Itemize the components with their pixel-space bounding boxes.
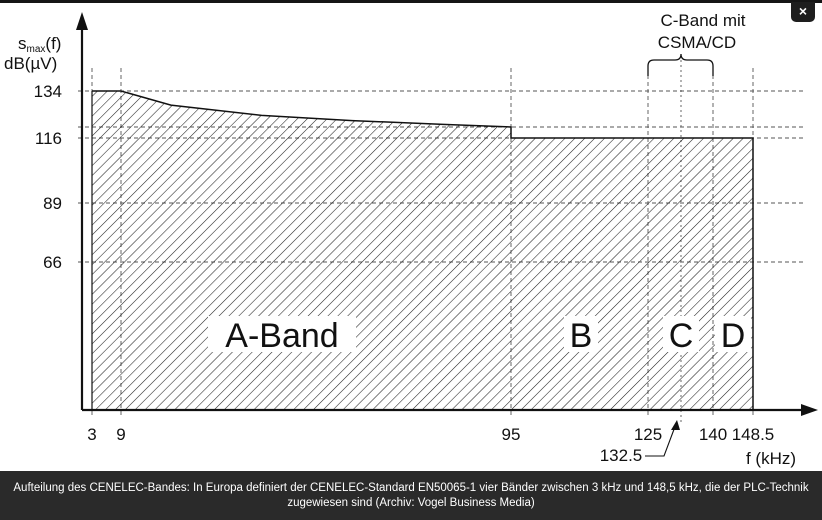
tick-132-5-arrowhead <box>671 420 680 430</box>
band-label: B <box>570 317 593 355</box>
image-caption: Aufteilung des CENELEC-Bandes: In Europa… <box>0 471 822 520</box>
band-label: D <box>721 317 746 355</box>
band-label-bg <box>564 316 598 352</box>
c-band-note-line2: CSMA/CD <box>658 33 736 52</box>
close-button[interactable]: × <box>791 2 815 22</box>
x-tick-labels: 3 9 95 125 140 148.5 f (kHz) <box>87 425 796 468</box>
y-axis-label: smax(f) <box>18 34 61 55</box>
y-tick-label: 116 <box>35 129 62 148</box>
band-label: A-Band <box>225 317 338 355</box>
x-tick-label: 95 <box>502 425 521 444</box>
limit-area-fill <box>92 91 753 410</box>
cenelec-band-chart: 3 9 95 125 140 148.5 f (kHz) smax(f)dB(µV) 134 1… <box>4 11 818 468</box>
limit-curve-line <box>92 90 754 410</box>
top-bar <box>0 0 822 3</box>
x-tick-label: 3 <box>87 425 96 444</box>
x-tick-label: 140 <box>699 425 727 444</box>
band-label-bg <box>663 316 699 352</box>
y-tick-label: 66 <box>43 253 62 272</box>
c-band-note-line1: C-Band mit <box>660 11 745 30</box>
limit-area <box>91 90 754 410</box>
c-band-brace <box>647 53 714 76</box>
y-axis-arrow <box>76 12 88 30</box>
band-labels: A-Band B C D <box>208 316 751 355</box>
x-tick-label: 125 <box>634 425 662 444</box>
y-tick-labels: smax(f)dB(µV) 134 116 89 66 <box>4 34 62 272</box>
tick-132-5-pointer <box>645 423 677 457</box>
band-label-bg <box>208 316 356 352</box>
x-tick-label: 148.5 <box>732 425 775 444</box>
y-axis-unit: dB(µV) <box>4 54 57 73</box>
x-axis-label: f (kHz) <box>746 449 796 468</box>
tick-132-5-label: 132.5 <box>600 446 643 465</box>
annotations: C-Band mit CSMA/CD 132.5 <box>600 11 746 465</box>
x-tick-label: 9 <box>116 425 125 444</box>
y-tick-label: 134 <box>34 82 62 101</box>
band-label-bg <box>715 316 751 352</box>
x-axis-arrow <box>801 404 818 416</box>
axes <box>76 12 818 416</box>
y-tick-label: 89 <box>43 194 62 213</box>
band-label: C <box>669 317 694 355</box>
